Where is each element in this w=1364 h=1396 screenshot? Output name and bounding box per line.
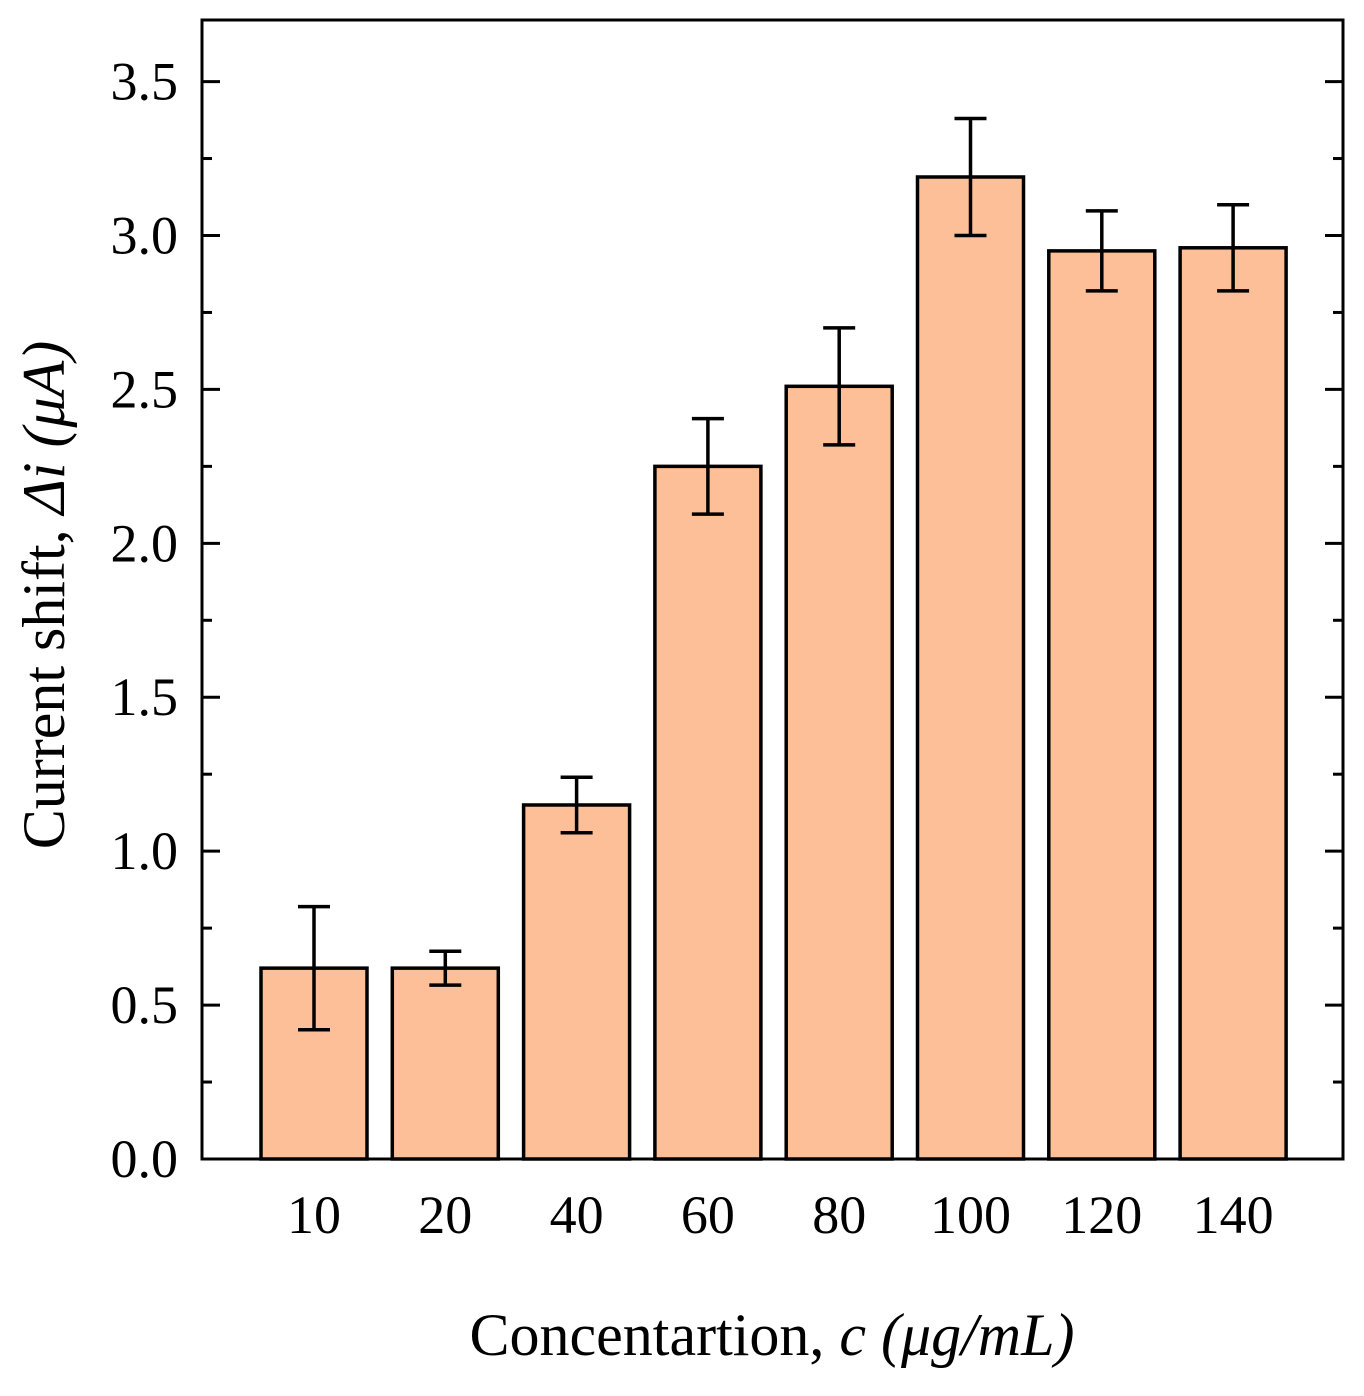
error-bar-60	[691, 416, 724, 516]
x-tick-label: 10	[287, 1185, 341, 1245]
tick-labels-layer: 10 20 40 60 80 100 120 140 0.0 0.5 1.0 1.5 2.0 2.5 3.0…	[111, 52, 1274, 1245]
y-tick-label: 0.5	[111, 975, 179, 1035]
error-bar-80	[823, 326, 856, 447]
y-tick-label: 3.5	[111, 52, 179, 112]
y-tick-label: 1.0	[111, 821, 179, 881]
bar-60	[653, 464, 763, 1161]
x-tick-label: 140	[1193, 1185, 1274, 1245]
x-tick-label: 120	[1061, 1185, 1142, 1245]
x-tick-label: 20	[418, 1185, 472, 1245]
bar-140	[1178, 246, 1288, 1161]
error-bar-10	[298, 904, 330, 1032]
error-bars-layer	[298, 116, 1250, 1032]
y-tick-label: 2.5	[111, 359, 179, 419]
plot-frame	[200, 18, 1345, 1161]
x-axis-title-italic: c (μg/mL)	[839, 1302, 1074, 1368]
error-bar-140	[1217, 202, 1250, 293]
y-axis-title: Current shift, Δi (μA)	[11, 341, 77, 850]
x-tick-label: 80	[812, 1185, 866, 1245]
bar-20	[390, 966, 501, 1161]
error-bar-20	[429, 949, 462, 987]
x-tick-label: 40	[550, 1185, 604, 1245]
bar-120	[1047, 249, 1157, 1161]
x-tick-label: 100	[930, 1185, 1011, 1245]
y-tick-label: 2.0	[111, 513, 179, 573]
y-tick-label: 0.0	[111, 1129, 179, 1189]
ticks-layer	[202, 80, 1343, 1161]
error-bar-100	[954, 116, 987, 238]
bar-40	[521, 803, 632, 1161]
y-tick-label: 3.0	[111, 205, 179, 265]
bar-80	[784, 384, 894, 1161]
y-axis-title-prefix: Current shift,	[11, 514, 77, 849]
y-tick-label: 1.5	[111, 667, 179, 727]
error-bar-40	[560, 775, 593, 835]
bar-100	[915, 175, 1026, 1161]
x-axis-title-prefix: Concentartion,	[470, 1302, 840, 1368]
bars-layer	[259, 175, 1288, 1161]
x-axis-title: Concentartion, c (μg/mL)	[470, 1302, 1075, 1368]
x-tick-label: 60	[681, 1185, 735, 1245]
error-bar-120	[1085, 209, 1118, 293]
y-axis-title-italic: Δi (μA)	[11, 341, 77, 517]
